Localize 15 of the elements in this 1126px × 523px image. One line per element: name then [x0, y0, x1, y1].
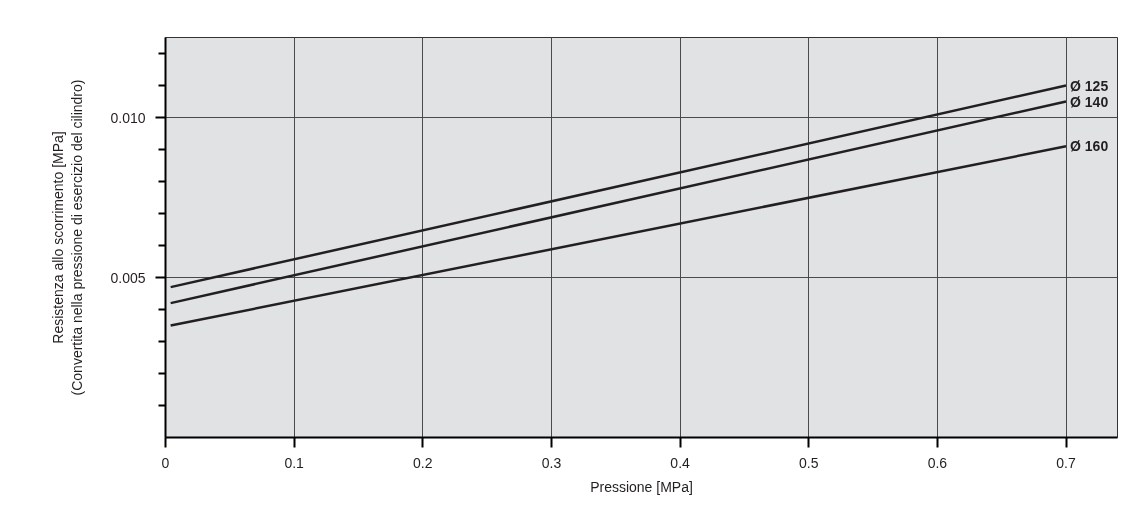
x-tick-label: 0.7: [1056, 454, 1076, 471]
series-label: Ø 160: [1070, 138, 1109, 155]
series-label: Ø 140: [1070, 93, 1109, 110]
y-axis-title: Resistenza allo scorrimento [MPa] (Convertita nella pressione di esercizio del cilindro): [50, 79, 86, 396]
series-label: Ø 125: [1070, 77, 1109, 94]
y-tick-label: 0.010: [110, 109, 146, 126]
y-tick-label: 0.005: [110, 269, 146, 286]
x-tick-label: 0.1: [284, 454, 305, 471]
x-axis-title: Pressione [MPa]: [590, 478, 693, 495]
x-tick-label: 0.5: [799, 454, 819, 471]
x-tick-label: 0.3: [541, 454, 562, 471]
x-tick-label: 0.6: [927, 454, 948, 471]
x-tick-label: 0: [161, 454, 170, 471]
x-tick-label: 0.2: [413, 454, 433, 471]
x-tick-label: 0.4: [670, 454, 691, 471]
